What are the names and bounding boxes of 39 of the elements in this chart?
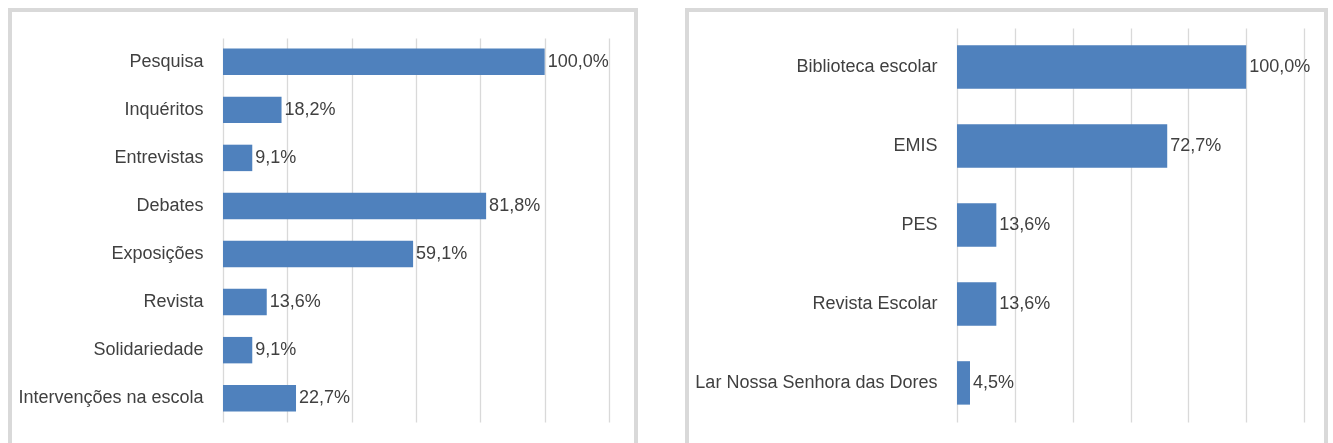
y-tick-label: Solidariedade	[93, 339, 204, 360]
y-tick-label: PES	[901, 214, 938, 234]
data-label: 13,6%	[269, 291, 321, 312]
bar	[957, 282, 997, 326]
data-label: 100,0%	[547, 50, 609, 71]
bar	[223, 192, 487, 220]
y-tick-label: Biblioteca escolar	[796, 56, 938, 77]
data-label: 59,1%	[416, 243, 468, 264]
y-tick-label: Intervenções na escola	[18, 387, 205, 408]
y-tick-label: Pesquisa	[129, 50, 205, 71]
data-label: 22,7%	[299, 387, 351, 408]
data-label: 100,0%	[1249, 56, 1311, 77]
bar	[223, 48, 545, 76]
bar	[223, 336, 253, 364]
y-tick-label: Debates	[136, 194, 204, 215]
bar	[223, 96, 282, 124]
y-tick-label: Revista	[143, 291, 205, 312]
bar	[957, 124, 1168, 168]
bar	[223, 288, 267, 316]
data-label: 72,7%	[1170, 135, 1222, 156]
data-label: 4,5%	[973, 371, 1015, 392]
y-tick-label: Lar Nossa Senhora das Dores	[695, 371, 938, 392]
y-tick-label: Exposições	[111, 243, 204, 264]
y-tick-label: EMIS	[893, 135, 938, 156]
bar	[223, 144, 253, 172]
bar	[957, 45, 1247, 89]
bar	[223, 384, 297, 412]
data-label: 9,1%	[255, 339, 297, 360]
data-label: 81,8%	[489, 194, 541, 215]
y-tick-label: Revista Escolar	[812, 292, 938, 313]
bar	[223, 240, 414, 268]
y-tick-label: Inquéritos	[124, 98, 204, 119]
bar	[957, 203, 997, 247]
data-label: 13,6%	[999, 214, 1051, 234]
data-label: 9,1%	[255, 146, 297, 167]
bar	[957, 361, 971, 405]
y-tick-label: Entrevistas	[114, 146, 204, 167]
data-label: 18,2%	[284, 98, 336, 119]
data-label: 13,6%	[999, 292, 1051, 313]
